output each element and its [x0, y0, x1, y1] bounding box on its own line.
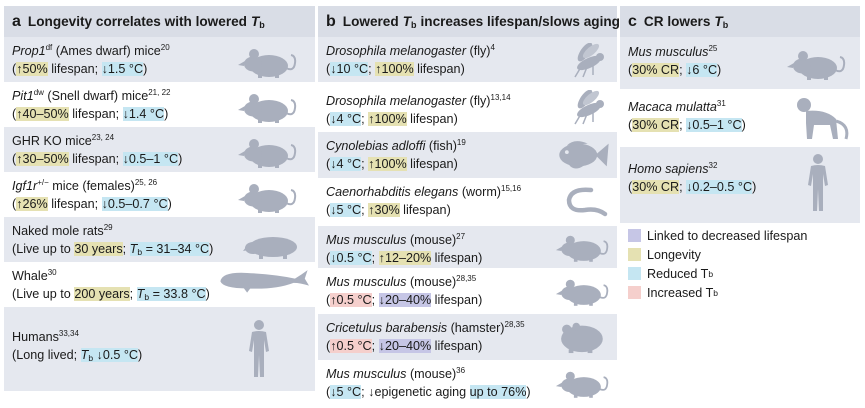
panel-b-title-pre: Lowered	[342, 14, 399, 29]
panel-b-header: b Lowered Tb increases lifespan/slows ag…	[318, 6, 620, 37]
panel-c-tb: Tb	[714, 13, 729, 30]
legend: Linked to decreased lifespan Longevity R…	[628, 226, 807, 302]
panel-c-row-mus: Mus musculus25 (30% CR; ↓6 °C)	[620, 37, 860, 89]
panel-b-row-hamster: Cricetulus barabensis (hamster)28,35 (↑0…	[318, 314, 617, 360]
panel-c: c CR lowers Tb Mus musculus25 (30% CR; ↓…	[620, 6, 860, 223]
panel-b-row-mouse-1: Mus musculus (mouse)27 (↓0.5 °C; ↑12–20%…	[318, 226, 617, 268]
panel-a: a Longevity correlates with lowered Tb P…	[4, 6, 315, 391]
legend-item-decreased-lifespan: Linked to decreased lifespan	[628, 226, 807, 245]
panel-b-row-fish: Cynolebias adloffi (fish)19 (↓4 °C; ↑100…	[318, 132, 617, 178]
panel-b-row-worm: Caenorhabditis elegans (worm)15,16 (↓5 °…	[318, 178, 617, 226]
panel-b-tb: Tb	[402, 13, 417, 30]
panel-b: b Lowered Tb increases lifespan/slows ag…	[318, 6, 620, 404]
panel-a-row-ghr: GHR KO mice23, 24 (↑30–50% lifespan; ↓0.…	[4, 127, 315, 172]
legend-item-longevity: Longevity	[628, 245, 807, 264]
panel-b-title-post: increases lifespan/slows aging	[420, 14, 620, 29]
panel-a-header: a Longevity correlates with lowered Tb	[4, 6, 315, 37]
panel-a-row-ames: Prop1df (Ames dwarf) mice20 (↑50% lifesp…	[4, 37, 315, 82]
panel-c-row-macaca: Macaca mulatta31 (30% CR; ↓0.5–1 °C)	[620, 89, 860, 147]
panel-a-letter: a	[12, 12, 21, 30]
legend-swatch	[628, 248, 641, 261]
panel-b-row-fly-2: Drosophila melanogaster (fly)13,14 (↓4 °…	[318, 82, 617, 132]
panel-a-row-snell: Pit1dw (Snell dwarf) mice21, 22 (↑40–50%…	[4, 82, 315, 127]
panel-c-title: CR lowers	[643, 14, 711, 29]
panel-b-row-mouse-3: Mus musculus (mouse)36 (↓5 °C; ↓epigenet…	[318, 360, 617, 404]
panel-a-row-mole-rat: Naked mole rats29 (Live up to 30 years; …	[4, 217, 315, 262]
panel-b-row-fly-1: Drosophila melanogaster (fly)4 (↓10 °C; …	[318, 37, 617, 82]
legend-swatch	[628, 267, 641, 280]
legend-swatch	[628, 229, 641, 242]
legend-swatch	[628, 286, 641, 299]
panel-a-tb: Tb	[250, 13, 265, 30]
panel-a-row-igf1r: Igf1r+/− mice (females)25, 26 (↑26% life…	[4, 172, 315, 217]
panel-c-header: c CR lowers Tb	[620, 6, 860, 37]
panel-c-row-homo: Homo sapiens32 (30% CR; ↓0.2–0.5 °C)	[620, 147, 860, 223]
panel-b-letter: b	[326, 12, 336, 30]
panel-b-row-mouse-2: Mus musculus (mouse)28,35 (↑0.5 °C; ↓20–…	[318, 268, 617, 314]
panel-a-row-whale: Whale30 (Live up to 200 years; Tb = 33.8…	[4, 262, 315, 307]
panel-a-row-humans: Humans33,34 (Long lived; Tb ↓0.5 °C)	[4, 307, 315, 391]
panel-c-letter: c	[628, 12, 637, 30]
panel-a-title: Longevity correlates with lowered	[27, 14, 247, 29]
